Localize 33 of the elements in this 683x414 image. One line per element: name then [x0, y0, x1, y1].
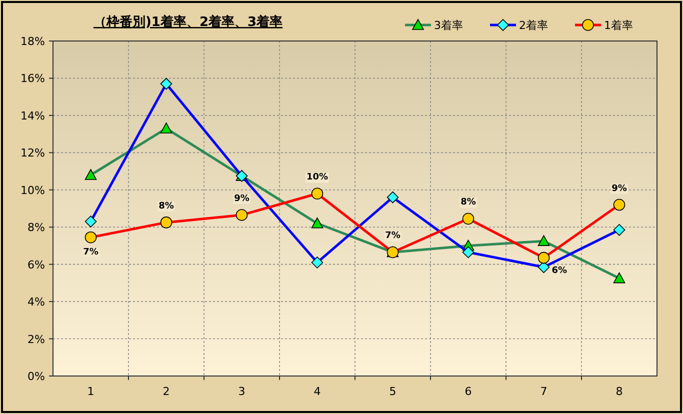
chart-title: （枠番別)1着率、2着率、3着率 [93, 14, 283, 30]
legend-label: 2着率 [519, 19, 548, 32]
y-tick-label: 16% [20, 72, 45, 86]
y-tick-label: 6% [28, 258, 45, 272]
y-tick-label: 10% [20, 184, 45, 197]
x-tick-label: 3 [238, 385, 246, 398]
x-tick-label: 7 [540, 385, 548, 398]
x-tick-label: 5 [389, 385, 396, 398]
y-tick-label: 4% [28, 296, 45, 309]
y-tick-label: 0% [28, 370, 45, 383]
x-tick-label: 8 [616, 385, 623, 398]
data-label: 8% [460, 198, 476, 208]
data-label: 9% [612, 184, 627, 194]
y-tick-label: 12% [20, 146, 45, 160]
y-tick-label: 14% [20, 109, 45, 122]
legend-label: 1着率 [604, 19, 633, 32]
data-label: 6% [552, 266, 568, 276]
data-label: 9% [234, 194, 250, 204]
x-tick-label: 2 [162, 385, 170, 398]
x-tick-label: 1 [87, 385, 94, 398]
legend-item: 3着率 [405, 18, 463, 32]
y-tick-label: 2% [28, 332, 45, 346]
y-tick-label: 8% [28, 221, 45, 234]
y-tick-label: 18% [20, 35, 45, 48]
legend-label: 3着率 [434, 19, 463, 32]
data-label: 10% [306, 172, 328, 183]
x-tick-label: 4 [314, 385, 321, 398]
data-label: 8% [158, 201, 174, 212]
data-label: 7% [385, 231, 400, 242]
legend-item: 1着率 [575, 19, 633, 32]
data-label: 7% [83, 247, 98, 258]
x-tick-label: 6 [464, 385, 472, 398]
legend-item: 2着率 [490, 18, 548, 32]
